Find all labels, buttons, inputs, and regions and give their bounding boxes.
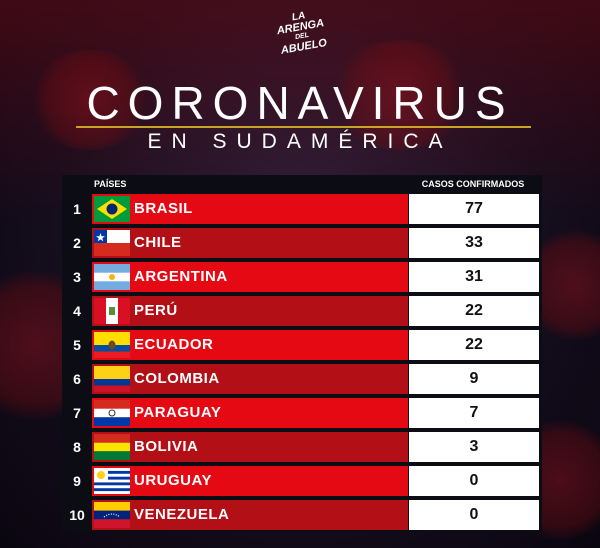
table-row: 7 PARAGUAY 7	[62, 397, 542, 429]
cases-value: 9	[409, 364, 539, 394]
virus-decoration	[30, 50, 150, 150]
brazil-flag-icon	[94, 196, 130, 222]
rank-number: 4	[73, 303, 81, 319]
ecuador-flag-icon	[94, 332, 130, 358]
country-cell: BOLIVIA	[92, 432, 408, 462]
country-cell: PARAGUAY	[92, 398, 408, 428]
table-row: 6 COLOMBIA 9	[62, 363, 542, 395]
chile-flag-icon	[94, 230, 130, 256]
cases-value: 3	[409, 432, 539, 462]
rank-number: 3	[73, 269, 81, 285]
country-cell: CHILE	[92, 228, 408, 258]
country-cell: VENEZUELA	[92, 500, 408, 530]
cases-table: PAÍSES CASOS CONFIRMADOS 1 BRASIL 77 2 C…	[62, 175, 542, 532]
cases-value: 22	[409, 330, 539, 360]
rank-number: 10	[69, 507, 85, 523]
country-name: PARAGUAY	[134, 404, 222, 421]
logo: LA ARENGA DEL ABUELO	[272, 8, 332, 64]
cases-value: 33	[409, 228, 539, 258]
page-title: CORONAVIRUS	[86, 77, 514, 129]
table-row: 4 PERÚ 22	[62, 295, 542, 327]
table-row: 1 BRASIL 77	[62, 193, 542, 225]
country-name: VENEZUELA	[134, 506, 230, 523]
argentina-flag-icon	[94, 264, 130, 290]
colombia-flag-icon	[94, 366, 130, 392]
page-subtitle: EN SUDAMÉRICA	[147, 130, 453, 153]
rank-number: 2	[73, 235, 81, 251]
cases-value: 77	[409, 194, 539, 224]
country-cell: COLOMBIA	[92, 364, 408, 394]
virus-decoration	[330, 40, 470, 150]
title-divider	[76, 126, 531, 128]
table-row: 9 URUGUAY 0	[62, 465, 542, 497]
cases-value: 0	[409, 466, 539, 496]
table-row: 10 VENEZUELA 0	[62, 499, 542, 531]
country-cell: PERÚ	[92, 296, 408, 326]
country-name: PERÚ	[134, 302, 178, 319]
uruguay-flag-icon	[94, 468, 130, 494]
paraguay-flag-icon	[94, 400, 130, 426]
table-row: 8 BOLIVIA 3	[62, 431, 542, 463]
header-countries: PAÍSES	[94, 179, 127, 189]
peru-flag-icon	[94, 298, 130, 324]
rank-number: 1	[73, 201, 81, 217]
country-name: BRASIL	[134, 200, 193, 217]
country-name: BOLIVIA	[134, 438, 199, 455]
table-row: 3 ARGENTINA 31	[62, 261, 542, 293]
cases-value: 22	[409, 296, 539, 326]
table-row: 2 CHILE 33	[62, 227, 542, 259]
rank-number: 8	[73, 439, 81, 455]
cases-value: 31	[409, 262, 539, 292]
country-cell: ARGENTINA	[92, 262, 408, 292]
rank-number: 6	[73, 371, 81, 387]
country-cell: URUGUAY	[92, 466, 408, 496]
country-cell: ECUADOR	[92, 330, 408, 360]
bolivia-flag-icon	[94, 434, 130, 460]
country-name: CHILE	[134, 234, 182, 251]
header-confirmed-cases: CASOS CONFIRMADOS	[421, 179, 525, 189]
rank-number: 7	[73, 405, 81, 421]
rank-number: 9	[73, 473, 81, 489]
country-name: ECUADOR	[134, 336, 214, 353]
country-name: ARGENTINA	[134, 268, 228, 285]
cases-value: 0	[409, 500, 539, 530]
country-name: COLOMBIA	[134, 370, 220, 387]
country-name: URUGUAY	[134, 472, 212, 489]
country-cell: BRASIL	[92, 194, 408, 224]
rank-number: 5	[73, 337, 81, 353]
table-row: 5 ECUADOR 22	[62, 329, 542, 361]
cases-value: 7	[409, 398, 539, 428]
venezuela-flag-icon	[94, 502, 130, 528]
